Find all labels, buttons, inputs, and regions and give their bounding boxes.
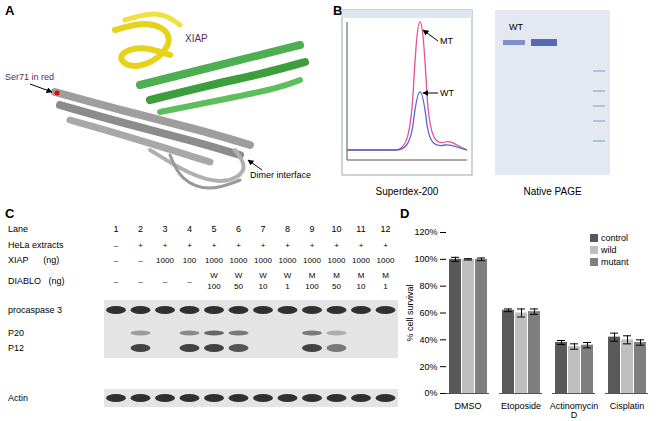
svg-text:11: 11 — [356, 224, 365, 234]
svg-text:% cell survival: % cell survival — [405, 284, 415, 341]
svg-text:9: 9 — [309, 224, 314, 234]
svg-text:1000: 1000 — [352, 256, 370, 265]
svg-text:50: 50 — [234, 282, 243, 291]
svg-text:1000: 1000 — [254, 256, 272, 265]
svg-text:XIAP: XIAP — [185, 33, 208, 44]
svg-text:1000: 1000 — [279, 256, 297, 265]
svg-text:WT: WT — [509, 22, 523, 32]
svg-text:+: + — [285, 241, 290, 250]
svg-text:–: – — [114, 277, 119, 286]
svg-text:W: W — [210, 271, 218, 280]
svg-text:7: 7 — [260, 224, 265, 234]
svg-text:1: 1 — [285, 282, 290, 291]
svg-text:Superdex-200: Superdex-200 — [376, 186, 439, 197]
svg-text:10: 10 — [331, 224, 341, 234]
svg-text:6: 6 — [236, 224, 241, 234]
svg-text:120%: 120% — [414, 227, 437, 237]
svg-text:4: 4 — [187, 224, 192, 234]
svg-text:20%: 20% — [419, 362, 437, 372]
svg-text:–: – — [114, 256, 119, 265]
svg-text:P12: P12 — [8, 343, 24, 353]
svg-text:1: 1 — [113, 224, 118, 234]
svg-text:HeLa extracts: HeLa extracts — [8, 240, 64, 250]
svg-text:MT: MT — [440, 36, 453, 46]
svg-text:Cisplatin: Cisplatin — [610, 401, 645, 411]
svg-text:2: 2 — [138, 224, 143, 234]
svg-text:procaspase 3: procaspase 3 — [8, 305, 62, 315]
svg-text:10: 10 — [259, 282, 268, 291]
svg-text:ActinomycinD: ActinomycinD — [550, 401, 599, 420]
svg-text:+: + — [359, 241, 364, 250]
svg-text:M: M — [333, 271, 340, 280]
svg-text:Etoposide: Etoposide — [501, 401, 541, 411]
svg-text:1000: 1000 — [205, 256, 223, 265]
svg-text:Lane: Lane — [8, 224, 28, 234]
svg-text:40%: 40% — [419, 335, 437, 345]
svg-text:W: W — [259, 271, 267, 280]
svg-text:80%: 80% — [419, 281, 437, 291]
svg-text:+: + — [334, 241, 339, 250]
svg-text:–: – — [163, 277, 168, 286]
svg-text:+: + — [236, 241, 241, 250]
svg-text:–: – — [138, 277, 143, 286]
svg-text:3: 3 — [162, 224, 167, 234]
svg-text:DIABLO (ng): DIABLO (ng) — [8, 276, 65, 286]
svg-text:100: 100 — [207, 282, 221, 291]
svg-text:100%: 100% — [414, 254, 437, 264]
svg-text:M: M — [309, 271, 316, 280]
svg-text:1: 1 — [383, 282, 388, 291]
svg-text:+: + — [187, 241, 192, 250]
svg-text:100: 100 — [305, 282, 319, 291]
svg-text:1000: 1000 — [156, 256, 174, 265]
html-text:control: control — [601, 233, 628, 243]
svg-text:5: 5 — [211, 224, 216, 234]
svg-text:1000: 1000 — [230, 256, 248, 265]
svg-text:12: 12 — [380, 224, 390, 234]
svg-text:M: M — [382, 271, 389, 280]
svg-text:Native PAGE: Native PAGE — [523, 186, 581, 197]
svg-text:–: – — [187, 277, 192, 286]
svg-text:–: – — [138, 256, 143, 265]
svg-text:B: B — [333, 3, 342, 18]
svg-text:Actin: Actin — [8, 393, 28, 403]
svg-text:+: + — [163, 241, 168, 250]
svg-text:1000: 1000 — [303, 256, 321, 265]
svg-text:XIAP (ng): XIAP (ng) — [8, 255, 59, 265]
svg-text:W: W — [235, 271, 243, 280]
svg-text:1000: 1000 — [377, 256, 395, 265]
svg-text:+: + — [310, 241, 315, 250]
svg-text:M: M — [358, 271, 365, 280]
svg-text:8: 8 — [285, 224, 290, 234]
svg-text:DMSO: DMSO — [455, 401, 482, 411]
svg-text:+: + — [261, 241, 266, 250]
svg-text:10: 10 — [357, 282, 366, 291]
svg-text:+: + — [138, 241, 143, 250]
svg-text:P20: P20 — [8, 328, 24, 338]
svg-text:Dimer interface: Dimer interface — [250, 170, 311, 180]
svg-text:1000: 1000 — [328, 256, 346, 265]
svg-text:A: A — [5, 3, 15, 18]
svg-text:W: W — [284, 271, 292, 280]
svg-text:Ser71 in red: Ser71 in red — [5, 72, 54, 82]
html-text:mutant: mutant — [601, 257, 629, 267]
html-text:wild: wild — [601, 245, 617, 255]
svg-text:+: + — [383, 241, 388, 250]
svg-text:0%: 0% — [424, 388, 437, 398]
svg-text:–: – — [114, 241, 119, 250]
svg-text:100: 100 — [183, 256, 197, 265]
svg-text:C: C — [5, 206, 15, 221]
html-text:D: D — [400, 206, 410, 221]
svg-text:WT: WT — [440, 88, 454, 98]
svg-text:50: 50 — [332, 282, 341, 291]
svg-text:+: + — [212, 241, 217, 250]
svg-text:60%: 60% — [419, 308, 437, 318]
